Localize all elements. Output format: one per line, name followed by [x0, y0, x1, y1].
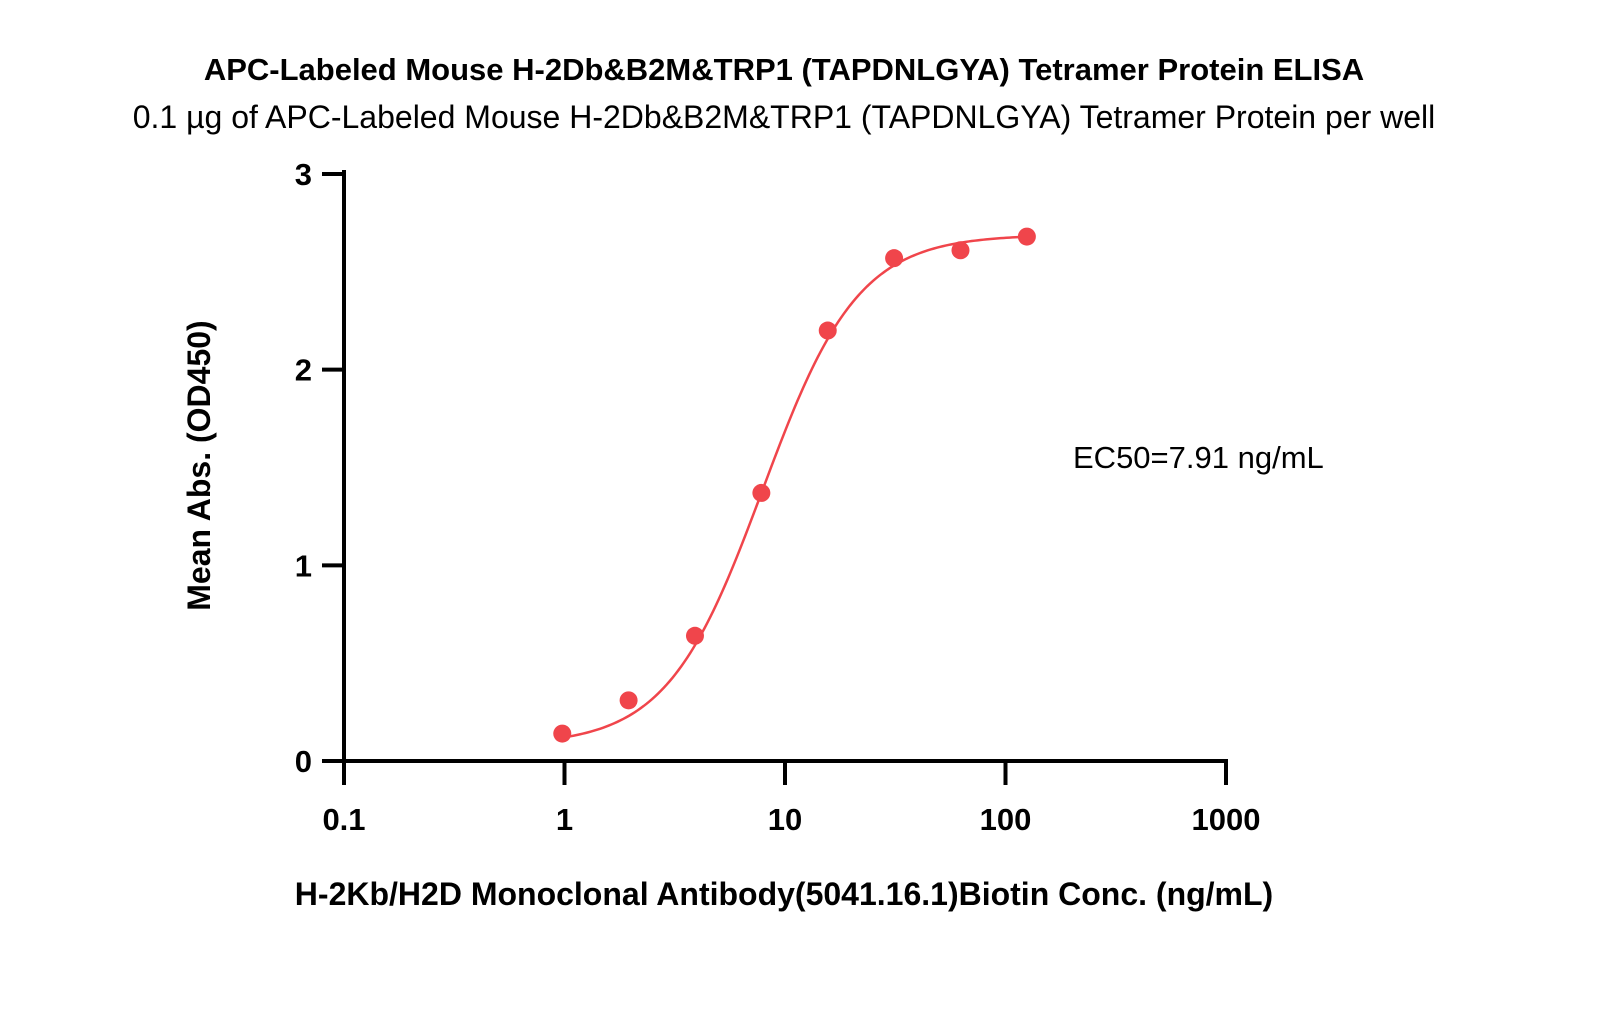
y-axis-ticks: 0 1 2 3 [295, 157, 344, 779]
chart-subtitle: 0.1 µg of APC-Labeled Mouse H-2Db&B2M&TR… [133, 99, 1436, 135]
data-point [885, 249, 904, 268]
x-tick-label: 1 [556, 802, 573, 837]
data-points [553, 227, 1036, 743]
x-axis-ticks: 0.1 1 10 100 1000 [322, 761, 1260, 837]
x-axis-label: H-2Kb/H2D Monoclonal Antibody(5041.16.1)… [295, 876, 1273, 912]
chart-title: APC-Labeled Mouse H-2Db&B2M&TRP1 (TAPDNL… [204, 52, 1364, 87]
data-point [951, 241, 970, 260]
y-axis-label: Mean Abs. (OD450) [181, 320, 217, 610]
data-point [752, 483, 771, 502]
fit-curve [562, 235, 1027, 739]
data-point [818, 321, 837, 340]
ec50-annotation: EC50=7.91 ng/mL [1073, 440, 1324, 475]
x-tick-label: 100 [980, 802, 1032, 837]
y-tick-label: 2 [295, 353, 312, 388]
y-tick-label: 3 [295, 157, 312, 192]
data-point [1017, 227, 1036, 246]
x-tick-label: 1000 [1192, 802, 1261, 837]
x-tick-label: 10 [768, 802, 802, 837]
data-point [553, 724, 572, 743]
y-tick-label: 0 [295, 744, 312, 779]
data-point [685, 626, 704, 645]
data-point [619, 691, 638, 710]
x-tick-label: 0.1 [322, 802, 365, 837]
y-tick-label: 1 [295, 548, 312, 583]
